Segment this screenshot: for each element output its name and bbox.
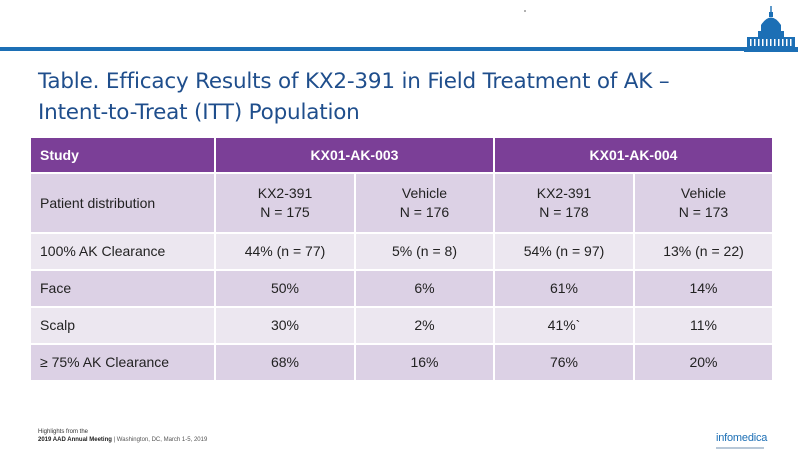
table-cell: 2% [354,306,495,345]
table-cell: 41%` [493,306,635,345]
logo-tagline-bar [716,447,764,449]
table-row-face: Face 50% 6% 61% 14% [29,269,774,308]
table-header-row: Study KX01-AK-003 KX01-AK-004 [29,136,774,174]
infomedica-logo: infomedica [716,428,776,449]
table-cell: 30% [214,306,356,345]
table-cell: 50% [214,269,356,308]
table-row-scalp: Scalp 30% 2% 41%` 11% [29,306,774,345]
table-cell: 68% [214,343,356,382]
table-cell: 5% (n = 8) [354,232,495,271]
footer-meeting-info: Highlights from the 2019 AAD Annual Meet… [38,428,207,444]
arm-count: N = 176 [399,204,450,220]
arm-name: KX2-391 [536,185,592,201]
arm-name: Vehicle [680,185,727,201]
table-cell: 61% [493,269,635,308]
header-study: Study [29,136,216,174]
footer-meeting-name: 2019 AAD Annual Meeting [38,437,112,443]
table-cell: 14% [633,269,774,308]
table-cell: 76% [493,343,635,382]
table-cell: Vehicle N = 173 [633,172,774,234]
table-cell: 20% [633,343,774,382]
title-line-2: Intent-to-Treat (ITT) Population [38,100,360,125]
row-label: Patient distribution [29,172,216,234]
footer-location: | Washington, DC, March 1-5, 2019 [113,437,208,443]
row-label: Scalp [29,306,216,345]
table-cell: 13% (n = 22) [633,232,774,271]
row-label: Face [29,269,216,308]
table-row-100-clearance: 100% AK Clearance 44% (n = 77) 5% (n = 8… [29,232,774,271]
table-cell: 16% [354,343,495,382]
page-title: Table. Efficacy Results of KX2-391 in Fi… [38,66,738,128]
arm-count: N = 173 [678,204,729,220]
header-trial-2: KX01-AK-004 [493,136,774,174]
footer-highlights: Highlights from the [38,429,89,435]
table-cell: 44% (n = 77) [214,232,356,271]
efficacy-results-table: Study KX01-AK-003 KX01-AK-004 Patient di… [29,136,774,382]
arm-name: Vehicle [401,185,448,201]
table-cell: 6% [354,269,495,308]
header-trial-1: KX01-AK-003 [214,136,495,174]
title-line-1: Table. Efficacy Results of KX2-391 in Fi… [38,69,670,94]
table-cell: 54% (n = 97) [493,232,635,271]
top-accent-bar [0,47,745,51]
arm-name: KX2-391 [257,185,313,201]
arm-count: N = 175 [260,204,310,220]
table-row-75-clearance: ≥ 75% AK Clearance 68% 16% 76% 20% [29,343,774,382]
table-cell: KX2-391 N = 175 [214,172,356,234]
table-cell: Vehicle N = 176 [354,172,495,234]
table-row-patient-distribution: Patient distribution KX2-391 N = 175 Veh… [29,172,774,234]
decorative-dot [524,10,526,12]
logo-brand-text: infomedica [716,432,768,444]
row-label: 100% AK Clearance [29,232,216,271]
capitol-building-icon [744,6,798,52]
row-label: ≥ 75% AK Clearance [29,343,216,382]
arm-count: N = 178 [539,204,589,220]
table-cell: 11% [633,306,774,345]
table-cell: KX2-391 N = 178 [493,172,635,234]
